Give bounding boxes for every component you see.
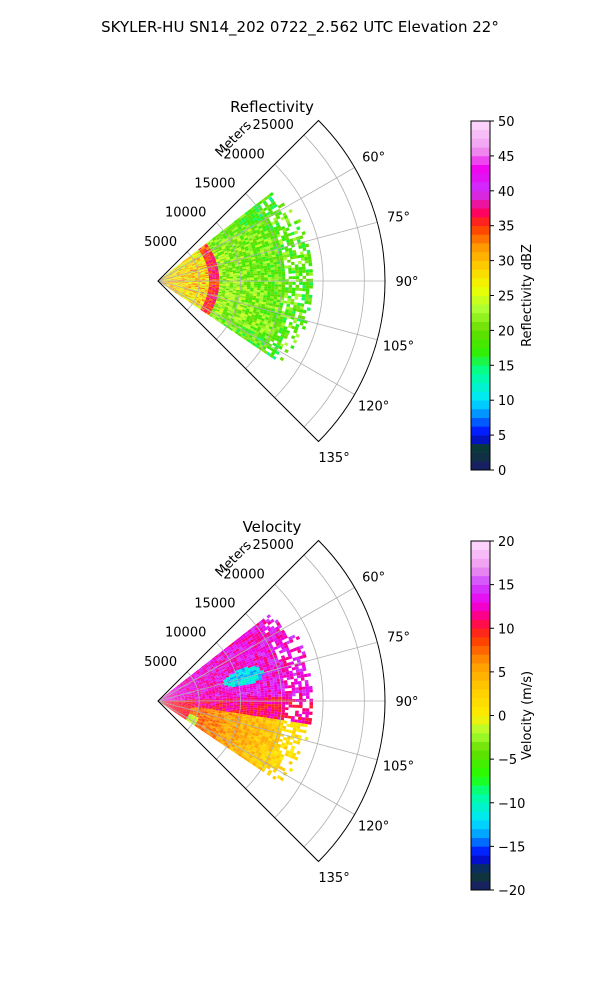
colorbar-tick-label: 5 [498, 666, 506, 681]
azimuth-gridline [157, 700, 355, 815]
colorbar-label: Reflectivity dBZ [520, 244, 535, 347]
colorbar-tick-label: −10 [498, 797, 525, 812]
colorbar-tick-label: 20 [498, 535, 515, 550]
colorbar-tick-label: 25 [498, 290, 515, 305]
colorbar: 0 5 10 15 20 25 30 35 40 45 50 Reflectivity dBZ [470, 115, 535, 479]
range-tick-label: 5000 [144, 235, 177, 250]
sector-frame [157, 539, 386, 863]
azimuth-gridline [157, 280, 378, 341]
colorbar-tick-label: 0 [498, 710, 506, 725]
colorbar-tick-label: −5 [498, 753, 517, 768]
range-tick-label: 10000 [165, 626, 206, 641]
colorbar-tick-label: 50 [498, 115, 515, 130]
range-tick-label: 20000 [223, 147, 264, 162]
azimuth-tick-label: 120° [358, 400, 389, 415]
range-tick-label: 15000 [194, 176, 235, 191]
colorbar-tick-label: 35 [498, 220, 515, 235]
colorbar-tick-label: 5 [498, 429, 506, 444]
azimuth-tick-label: 60° [362, 151, 385, 166]
azimuth-tick-label: 90° [395, 275, 418, 290]
colorbar-tick-label: 40 [498, 185, 515, 200]
azimuth-gridline [157, 280, 355, 395]
azimuth-tick-label: 120° [358, 820, 389, 835]
colorbar-tick-label: 10 [498, 394, 515, 409]
range-tick-label: 20000 [223, 567, 264, 582]
azimuth-gridline [157, 700, 378, 761]
colorbar: −20 −15 −10 −5 0 5 10 15 20 Velocity (m/s) [470, 535, 535, 899]
azimuth-tick-label: 75° [387, 211, 410, 226]
azimuth-gridline [157, 587, 355, 702]
colorbar-tick-label: 20 [498, 324, 515, 339]
colorbar-tick-label: 30 [498, 255, 515, 270]
colorbar-tick-label: 45 [498, 150, 515, 165]
sector-frame [157, 119, 386, 443]
azimuth-tick-label: 60° [362, 571, 385, 586]
panel-reflectivity: Reflectivity500010000150002000025000Mete… [144, 98, 535, 479]
colorbar-tick-label: 15 [498, 579, 515, 594]
azimuth-tick-label: 135° [318, 451, 349, 466]
colorbar-tick-label: −15 [498, 840, 525, 855]
range-tick-label: 5000 [144, 655, 177, 670]
panel-title: Reflectivity [230, 98, 314, 116]
colorbar-tick-label: −20 [498, 884, 525, 899]
colorbar-tick-label: 15 [498, 359, 515, 374]
azimuth-tick-label: 75° [387, 631, 410, 646]
panels: Reflectivity500010000150002000025000Mete… [144, 98, 535, 899]
panel-title: Velocity [243, 518, 302, 536]
range-tick-label: 15000 [194, 596, 235, 611]
range-tick-label: 10000 [165, 206, 206, 221]
range-tick-label: 25000 [253, 118, 294, 133]
azimuth-tick-label: 105° [383, 759, 414, 774]
azimuth-tick-label: 135° [318, 871, 349, 886]
colorbar-tick-label: 10 [498, 622, 515, 637]
azimuth-gridline [157, 641, 378, 702]
range-tick-label: 25000 [253, 538, 294, 553]
colorbar-label: Velocity (m/s) [520, 671, 535, 760]
azimuth-gridline [157, 167, 355, 282]
figure-title: SKYLER-HU SN14_202 0722_2.562 UTC Elevat… [101, 18, 499, 37]
azimuth-gridline [157, 221, 378, 282]
azimuth-tick-label: 105° [383, 339, 414, 354]
colorbar-tick-label: 0 [498, 464, 506, 479]
azimuth-tick-label: 90° [395, 695, 418, 710]
